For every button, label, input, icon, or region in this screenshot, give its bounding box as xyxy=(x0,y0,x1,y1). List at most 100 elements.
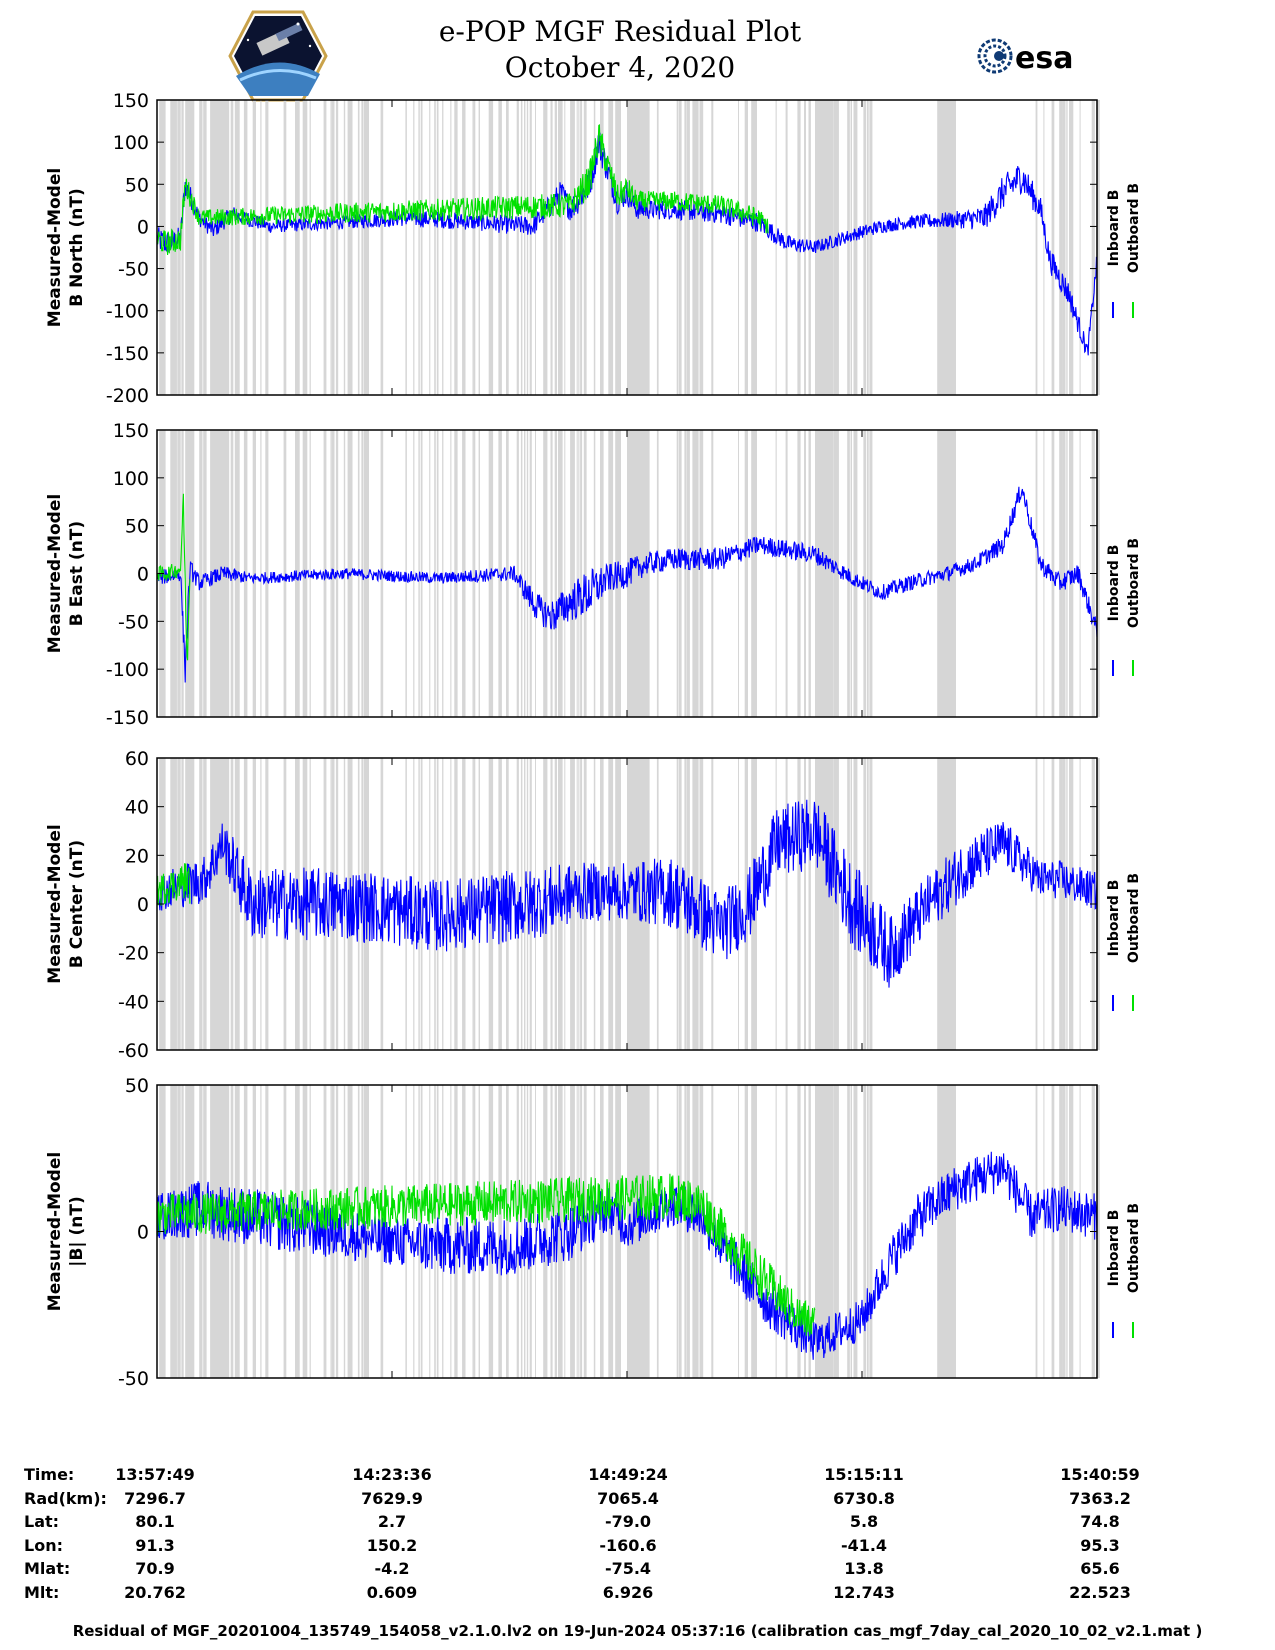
gap-stripe xyxy=(349,1085,351,1378)
info-value: 7065.4 xyxy=(597,1488,659,1508)
gap-stripe xyxy=(647,430,650,717)
info-value: -79.0 xyxy=(604,1512,652,1531)
gap-stripe xyxy=(700,100,704,395)
gap-stripe xyxy=(304,100,307,395)
gap-stripe xyxy=(298,1085,300,1378)
gap-stripe xyxy=(298,100,300,395)
gap-stripe xyxy=(815,1085,834,1378)
gap-stripe xyxy=(185,430,189,717)
gap-stripe xyxy=(230,1085,234,1378)
gap-stripe xyxy=(775,758,777,1050)
gap-stripe xyxy=(869,430,871,717)
gap-stripe xyxy=(863,430,867,717)
gap-stripe xyxy=(454,758,458,1050)
gap-stripe xyxy=(177,1085,181,1378)
gap-stripe xyxy=(855,1085,858,1378)
gap-stripe xyxy=(615,1085,620,1378)
gap-stripe xyxy=(680,1085,682,1378)
gap-stripe xyxy=(462,430,466,717)
gap-stripe xyxy=(804,430,806,717)
gap-stripe xyxy=(746,430,748,717)
gap-stripe xyxy=(434,1085,436,1378)
gap-stripe xyxy=(640,100,644,395)
y-axis-label: Measured-Model B North (nT) xyxy=(45,168,87,327)
gap-stripe xyxy=(571,430,574,717)
gap-stripe xyxy=(628,1085,631,1378)
gap-stripe xyxy=(578,1085,580,1378)
info-value: 5.8 xyxy=(849,1512,879,1531)
info-value: 20.762 xyxy=(124,1582,186,1602)
gap-stripe xyxy=(753,758,757,1050)
info-row: Mlt: 20.762 0.609 6.926 12.743 22.523 xyxy=(0,1583,1275,1607)
gap-stripe xyxy=(366,430,369,717)
legend-entry-label: Outboard B xyxy=(1126,1203,1142,1293)
gap-stripe xyxy=(243,100,248,395)
gap-stripe xyxy=(797,758,801,1050)
gap-stripe xyxy=(420,1085,422,1378)
gap-stripe xyxy=(187,758,191,1050)
info-row: Time: 13:57:49 14:23:36 14:49:24 15:15:11 15:… xyxy=(0,1465,1275,1489)
gap-stripe xyxy=(797,1085,801,1378)
y-tick-label: -100 xyxy=(106,659,149,681)
gap-stripe xyxy=(1066,758,1068,1050)
info-value: 2.7 xyxy=(377,1512,407,1531)
gap-stripe xyxy=(578,100,580,395)
gap-stripe xyxy=(853,1085,857,1378)
gap-stripe xyxy=(656,100,659,395)
gap-stripe xyxy=(656,1085,659,1378)
gap-stripe xyxy=(1079,1085,1081,1378)
gap-stripe xyxy=(436,430,439,717)
info-value: 6730.8 xyxy=(833,1488,895,1508)
gap-stripe xyxy=(489,100,493,395)
gap-stripe xyxy=(418,100,420,395)
gap-stripe xyxy=(1066,1085,1068,1378)
gap-stripe xyxy=(1091,100,1093,395)
gap-stripe xyxy=(1071,100,1074,395)
gap-stripe xyxy=(1069,100,1072,395)
gap-stripe xyxy=(234,1085,238,1378)
gap-stripe xyxy=(234,758,238,1050)
gap-stripe xyxy=(265,100,269,395)
info-value: 91.3 xyxy=(135,1535,175,1555)
gap-stripe xyxy=(1079,100,1081,395)
gap-stripe xyxy=(804,758,806,1050)
gap-stripe xyxy=(1051,758,1055,1050)
info-row-label: Time: xyxy=(24,1465,75,1484)
gap-stripe xyxy=(1062,1085,1066,1378)
gap-stripe xyxy=(529,100,532,395)
info-value: 15:15:11 xyxy=(824,1465,904,1484)
gap-stripe xyxy=(694,430,697,717)
gap-stripe xyxy=(850,758,852,1050)
info-value: 22.523 xyxy=(1069,1582,1131,1602)
info-value: 14:49:24 xyxy=(588,1465,668,1484)
gap-stripe xyxy=(498,430,502,717)
gap-stripe xyxy=(711,100,714,395)
gap-stripe xyxy=(937,100,956,395)
outboard-b-trace xyxy=(156,123,769,256)
info-value: 65.6 xyxy=(1080,1559,1120,1578)
legend: Inboard B Outboard B xyxy=(1106,1203,1142,1338)
gap-stripe xyxy=(608,1085,611,1378)
gap-stripe xyxy=(580,430,583,717)
gap-stripe xyxy=(1035,100,1038,395)
info-value: 13:57:49 xyxy=(115,1465,195,1484)
y-axis-label-line: B Center (nT) xyxy=(67,840,87,968)
y-tick-label: -50 xyxy=(118,611,149,633)
gap-stripe xyxy=(746,1085,748,1378)
gap-stripe xyxy=(478,430,480,717)
gap-stripe xyxy=(746,100,748,395)
gap-stripe xyxy=(850,1085,852,1378)
cassiope-mission-logo xyxy=(228,10,328,106)
gap-stripe xyxy=(506,1085,509,1378)
gap-stripe xyxy=(434,100,436,395)
gap-stripe xyxy=(520,758,523,1050)
gap-stripe xyxy=(164,430,166,717)
gap-stripe xyxy=(260,430,262,717)
gap-stripe xyxy=(808,1085,811,1378)
gap-stripe xyxy=(1035,430,1038,717)
y-tick-label: 0 xyxy=(137,1222,149,1244)
gap-stripe xyxy=(535,430,536,717)
gap-stripe xyxy=(230,758,234,1050)
gap-stripe xyxy=(181,430,184,717)
